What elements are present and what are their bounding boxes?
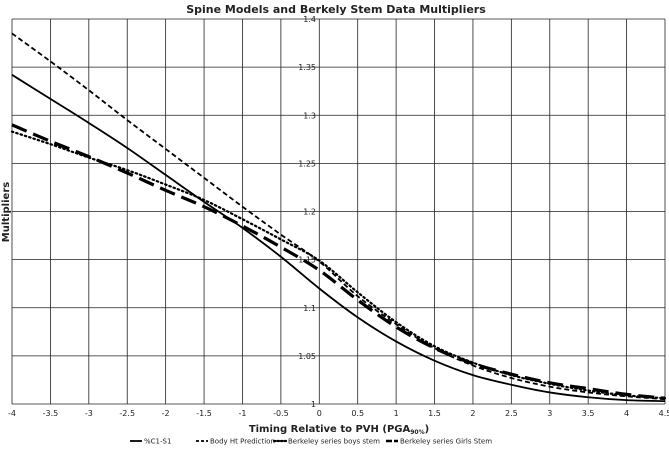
y-tick-label: 1.15 [298,256,316,265]
legend-label-1: Body Ht Prediction [210,438,275,446]
legend-label-3: Berkeley series Girls Stem [400,438,492,446]
series-line-2 [10,130,667,400]
y-tick-label: 1.3 [303,111,316,120]
y-tick-label: 1.1 [303,304,316,313]
x-tick-label: 3 [547,409,552,418]
x-tick-label: 4.5 [659,409,669,418]
x-tick-label: -0.5 [273,409,289,418]
y-tick-label: 1 [311,400,316,409]
series-line-0 [11,74,666,403]
y-tick-label: 1.05 [298,352,316,361]
legend-label-2: Berkeley series boys stem [288,438,380,446]
x-tick-label: 1.5 [428,409,441,418]
chart-grid [11,18,666,405]
y-axis-title: Multipliers [1,182,12,242]
legend: %C1-S1 Body Ht Prediction Berkeley series … [130,438,492,446]
x-tick-label: -1 [238,409,246,418]
y-tick-label: 1.25 [298,159,316,168]
x-tick-label: 4 [624,409,629,418]
legend-label-0: %C1-S1 [144,438,171,446]
plot-area [10,32,667,403]
x-tick-label: -2.5 [119,409,135,418]
y-tick-label: 1.35 [298,63,316,72]
x-tick-label: 1 [394,409,399,418]
x-tick-label: 0 [317,409,322,418]
y-tick-label: 1.2 [303,208,316,217]
x-axis-title: Timing Relative to PVH (PGA90%) [249,424,429,436]
series-line-3 [11,123,666,400]
x-tick-label: 0.5 [351,409,364,418]
series-line-1 [11,32,666,401]
x-tick-label: -3 [85,409,93,418]
x-axis: -4 -3.5 -3 -2.5 -2 -1.5 -1 -0.5 0 0.5 1 1.5 2 2.5 3 3.5… [8,409,669,418]
x-tick-label: 2 [470,409,475,418]
x-tick-label: -3.5 [43,409,59,418]
x-tick-label: -1.5 [196,409,212,418]
y-tick-label: 1.4 [303,15,316,24]
x-tick-label: 2.5 [505,409,518,418]
chart-title: Spine Models and Berkely Stem Data Multi… [186,3,486,16]
y-axis: 1 1.05 1.1 1.15 1.2 1.25 1.3 1.35 1.4 [298,15,316,409]
x-tick-label: -4 [8,409,16,418]
x-tick-label: -2 [162,409,170,418]
x-tick-label: 3.5 [582,409,595,418]
